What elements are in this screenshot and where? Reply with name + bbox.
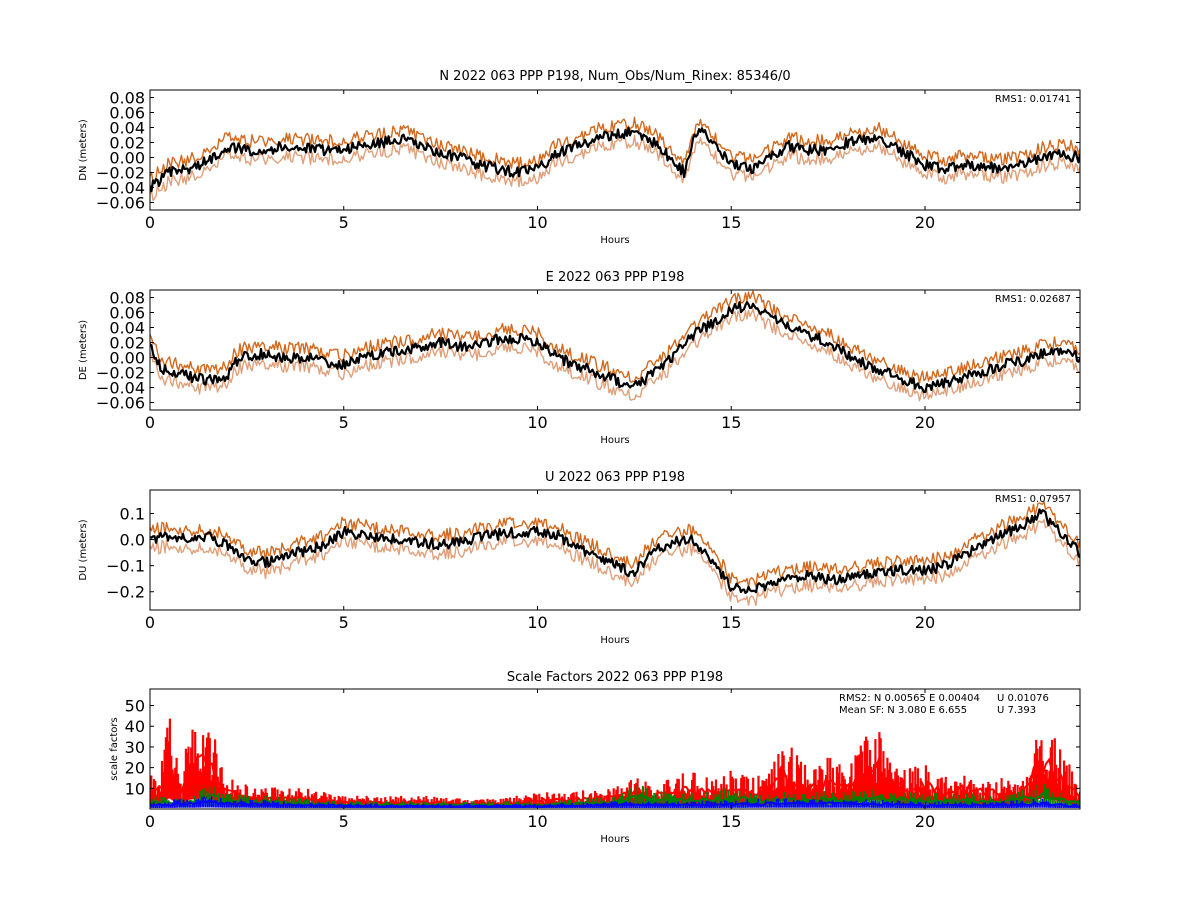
x-tick-label: 10: [527, 413, 547, 432]
y-tick-label: 0.08: [109, 89, 145, 108]
chart-title: N 2022 063 PPP P198, Num_Obs/Num_Rinex: …: [439, 69, 790, 84]
x-tick-label: 0: [145, 213, 155, 232]
rms-annotation: RMS1: 0.07957: [995, 494, 1071, 505]
y-tick-label: 40: [125, 717, 145, 736]
plot-area: [150, 500, 1080, 606]
y-tick-label: −0.02: [96, 164, 145, 183]
x-tick-label: 10: [527, 613, 547, 632]
x-tick-label: 20: [915, 213, 935, 232]
chart-title: E 2022 063 PPP P198: [546, 270, 685, 285]
x-tick-label: 20: [915, 413, 935, 432]
series-center-line: [150, 126, 1080, 193]
x-tick-label: 5: [339, 812, 349, 831]
y-axis-label: scale factors: [109, 717, 120, 780]
y-tick-label: 0.0: [120, 531, 145, 550]
y-tick-label: 0.04: [109, 119, 145, 138]
plot-area: [150, 718, 1080, 808]
plot-area: [150, 290, 1080, 402]
x-axis-label: Hours: [600, 435, 629, 446]
x-axis-label: Hours: [600, 834, 629, 845]
y-tick-label: 30: [125, 738, 145, 757]
series-upper-line: [150, 116, 1080, 183]
y-tick-label: 0.00: [109, 349, 145, 368]
x-tick-label: 15: [721, 812, 741, 831]
y-tick-label: −0.02: [96, 364, 145, 383]
x-tick-label: 0: [145, 413, 155, 432]
y-tick-label: 0.1: [120, 504, 145, 523]
y-tick-label: 0.02: [109, 334, 145, 353]
y-tick-label: 10: [125, 779, 145, 798]
legend-text: U 0.01076: [997, 693, 1049, 704]
y-axis-label: DE (meters): [78, 320, 89, 380]
chart-panel-1: N 2022 063 PPP P198, Num_Obs/Num_Rinex: …: [78, 69, 1081, 246]
legend-text: RMS2: N 0.00565: [839, 693, 926, 704]
chart-panel-3: U 2022 063 PPP P198 DU (meters) Hours 0 5 10 1…: [78, 470, 1081, 646]
y-tick-label: 0.06: [109, 304, 145, 323]
x-axis-label: Hours: [600, 635, 629, 646]
x-tick-label: 20: [915, 613, 935, 632]
y-tick-label: 0.08: [109, 289, 145, 308]
panels: N 2022 063 PPP P198, Num_Obs/Num_Rinex: …: [78, 69, 1081, 845]
chart-title: U 2022 063 PPP P198: [545, 470, 685, 485]
legend-text: E 0.00404: [929, 693, 980, 704]
y-tick-label: −0.06: [96, 394, 145, 413]
chart-panel-4: Scale Factors 2022 063 PPP P198 scale fac…: [109, 670, 1081, 845]
y-tick-label: −0.04: [96, 379, 145, 398]
x-tick-label: 0: [145, 613, 155, 632]
plot-frame: [149, 289, 1081, 411]
y-tick-label: −0.06: [96, 194, 145, 213]
y-tick-label: −0.04: [96, 179, 145, 198]
y-tick-label: −0.1: [106, 557, 145, 576]
y-tick-label: 50: [125, 697, 145, 716]
chart-title: Scale Factors 2022 063 PPP P198: [507, 670, 723, 685]
series-lower-line: [150, 308, 1080, 402]
y-axis-label: DU (meters): [78, 519, 89, 580]
x-tick-label: 15: [721, 613, 741, 632]
y-axis-label: DN (meters): [78, 119, 89, 181]
series-center-line: [150, 301, 1080, 394]
series-lower-line: [150, 518, 1080, 606]
y-tick-label: 0.04: [109, 319, 145, 338]
x-tick-label: 5: [339, 413, 349, 432]
x-tick-label: 5: [339, 213, 349, 232]
x-tick-label: 10: [527, 213, 547, 232]
x-tick-label: 15: [721, 213, 741, 232]
legend-text: U 7.393: [997, 705, 1036, 716]
y-tick-label: 0.00: [109, 149, 145, 168]
y-tick-label: 20: [125, 759, 145, 778]
legend-text: Mean SF: N 3.080: [839, 705, 927, 716]
x-tick-label: 0: [145, 812, 155, 831]
plot-frame: [149, 688, 1081, 810]
plot-frame: [149, 489, 1081, 611]
x-tick-label: 10: [527, 812, 547, 831]
x-tick-label: 20: [915, 812, 935, 831]
y-tick-label: −0.2: [106, 583, 145, 602]
series-upper-line: [150, 500, 1080, 588]
chart-panel-2: E 2022 063 PPP P198 DE (meters) Hours 0 5 10 1…: [78, 270, 1081, 446]
legend-text: E 6.655: [929, 705, 967, 716]
series-center-line: [150, 508, 1080, 595]
x-tick-label: 5: [339, 613, 349, 632]
x-tick-label: 15: [721, 413, 741, 432]
plot-area: [150, 116, 1080, 201]
series-lower-line: [150, 134, 1080, 201]
y-tick-label: 0.06: [109, 104, 145, 123]
rms-annotation: RMS1: 0.01741: [995, 94, 1071, 105]
y-tick-label: 0.02: [109, 134, 145, 153]
rms-annotation: RMS1: 0.02687: [995, 294, 1071, 305]
x-axis-label: Hours: [600, 235, 629, 246]
plot-frame: [149, 89, 1081, 211]
